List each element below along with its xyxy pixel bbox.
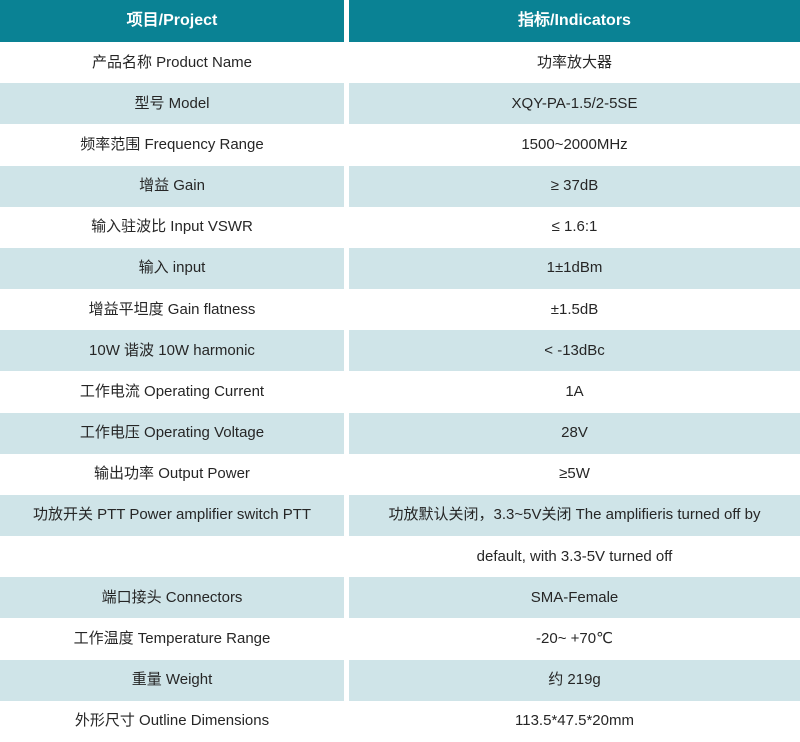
table-row: 输入驻波比 Input VSWR ≤ 1.6:1 (0, 207, 800, 248)
project-cell: 输入 input (0, 247, 344, 290)
table-row: 端口接头 Connectors SMA-Female (0, 577, 800, 619)
project-cell: 产品名称 Product Name (91, 53, 253, 71)
table-row: 工作电流 Operating Current 1A (0, 371, 800, 412)
project-cell: 10W 谐波 10W harmonic (0, 330, 344, 372)
indicator-cell: SMA-Female (349, 577, 800, 619)
table-row: 工作电压 Operating Voltage 28V (0, 412, 800, 454)
indicator-cell: ≥ 37dB (349, 165, 800, 207)
table-row: 外形尺寸 Outline Dimensions 113.5*47.5*20mm (0, 701, 800, 742)
project-cell: 输入驻波比 Input VSWR (91, 218, 253, 236)
indicator-cell: default, with 3.3-5V turned off (476, 547, 673, 565)
project-cell: 输出功率 Output Power (94, 465, 250, 483)
project-cell: 增益平坦度 Gain flatness (88, 300, 256, 318)
indicator-cell: 1±1dBm (349, 247, 800, 290)
indicator-cell: ±1.5dB (550, 300, 599, 318)
table-row: 产品名称 Product Name 功率放大器 (0, 42, 800, 83)
table-row: 功放开关 PTT Power amplifier switch PTT 功放默认… (0, 494, 800, 537)
indicator-cell: ≥5W (559, 465, 590, 483)
project-cell: 端口接头 Connectors (0, 577, 344, 619)
project-cell: 重量 Weight (0, 659, 344, 701)
table-row: 增益 Gain ≥ 37dB (0, 165, 800, 207)
project-cell: 工作电流 Operating Current (79, 382, 265, 400)
table-row: 型号 Model XQY-PA-1.5/2-5SE (0, 83, 800, 125)
indicator-cell: 113.5*47.5*20mm (515, 712, 634, 730)
project-cell: 型号 Model (0, 83, 344, 125)
table-row: 输入 input 1±1dBm (0, 247, 800, 290)
header-row: 项目/Project 指标/Indicators (0, 0, 800, 42)
table-row: 频率范围 Frequency Range 1500~2000MHz (0, 124, 800, 165)
table-row: default, with 3.3-5V turned off (0, 536, 800, 577)
header-indicators-cell: 指标/Indicators (349, 0, 800, 42)
indicator-cell: 功率放大器 (536, 53, 612, 71)
project-cell (0, 536, 344, 577)
indicator-cell: 1A (565, 382, 584, 400)
indicator-cell: < -13dBc (349, 330, 800, 372)
table-row: 工作温度 Temperature Range -20~ +70℃ (0, 618, 800, 659)
indicator-cell: -20~ +70℃ (536, 629, 613, 647)
table-row: 10W 谐波 10W harmonic < -13dBc (0, 330, 800, 372)
indicator-cell: 功放默认关闭，3.3~5V关闭 The amplifieris turned o… (349, 494, 800, 537)
project-cell: 工作温度 Temperature Range (73, 629, 271, 647)
table-row: 重量 Weight 约 219g (0, 659, 800, 701)
indicator-cell: 28V (349, 412, 800, 454)
project-cell: 频率范围 Frequency Range (80, 135, 264, 153)
project-cell: 外形尺寸 Outline Dimensions (74, 712, 270, 730)
project-cell: 工作电压 Operating Voltage (0, 412, 344, 454)
project-cell: 增益 Gain (0, 165, 344, 207)
table-row: 增益平坦度 Gain flatness ±1.5dB (0, 289, 800, 330)
header-project-cell: 项目/Project (0, 0, 344, 42)
indicator-cell: ≤ 1.6:1 (551, 218, 598, 236)
table-row: 输出功率 Output Power ≥5W (0, 454, 800, 495)
indicator-cell: 约 219g (349, 659, 800, 701)
indicator-cell: 1500~2000MHz (521, 135, 628, 153)
indicator-cell: XQY-PA-1.5/2-5SE (349, 83, 800, 125)
project-cell: 功放开关 PTT Power amplifier switch PTT (0, 494, 344, 537)
